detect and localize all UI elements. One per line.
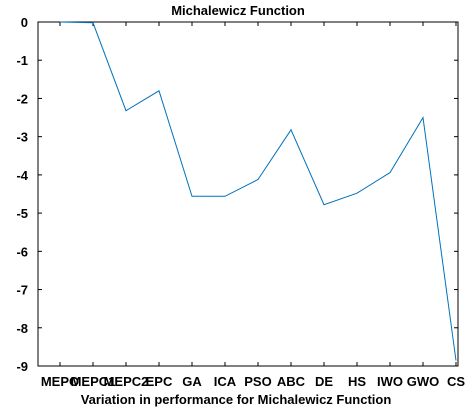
y-axis: 0 -1 -2 -3 -4 -5 -6 -7 -8 -9 (16, 15, 458, 374)
x-tick-label: IWO (377, 374, 403, 389)
x-tick-label: DE (315, 374, 333, 389)
x-tick-label: HS (348, 374, 366, 389)
x-tick-label: MEPC1 (71, 374, 116, 389)
chart-title: Michalewicz Function (171, 3, 305, 18)
y-tick-label: 0 (21, 15, 28, 30)
y-tick-label: -4 (16, 168, 28, 183)
x-tick-label: MEPC2 (104, 374, 149, 389)
y-tick-label: -1 (16, 53, 28, 68)
x-axis-label: Variation in performance for Michalewicz… (81, 392, 392, 407)
series-line (59, 21, 457, 361)
x-tick-label: MEPO (41, 374, 79, 389)
y-tick-label: -3 (16, 130, 28, 145)
y-tick-label: -5 (16, 206, 28, 221)
y-tick-label: -9 (16, 359, 28, 374)
plot-border (37, 21, 459, 367)
x-tick-label: ICA (214, 374, 237, 389)
plot-frame (37, 21, 459, 367)
x-tick-label: GWO (407, 374, 440, 389)
y-tick-label: -7 (16, 283, 28, 298)
x-tick-label: EPC (146, 374, 173, 389)
y-tick-label: -6 (16, 244, 28, 259)
x-tick-label: GA (182, 374, 202, 389)
x-tick-label: PSO (244, 374, 271, 389)
y-tick-label: -8 (16, 321, 28, 336)
x-tick-label: ABC (277, 374, 306, 389)
y-tick-label: -2 (16, 91, 28, 106)
x-tick-label: CS (447, 374, 465, 389)
